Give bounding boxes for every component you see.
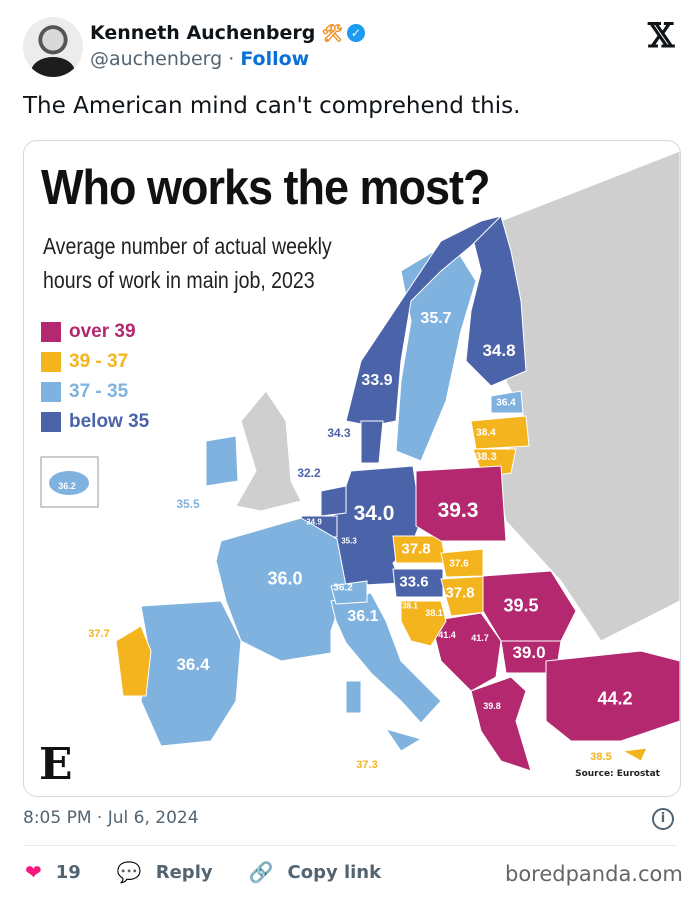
region-netherlands	[320, 485, 347, 517]
region-slovenia-croatia	[400, 600, 447, 647]
divider	[23, 845, 677, 846]
region-italy	[330, 592, 442, 724]
map-value-label: 37.8	[445, 584, 475, 602]
watermark: boredpanda.com	[505, 862, 683, 886]
map-value-label: 36.4	[496, 397, 516, 409]
legend-swatch	[41, 322, 61, 342]
legend-label: 37 - 35	[69, 381, 129, 402]
x-logo-icon[interactable]: 𝕏	[648, 16, 675, 56]
map-value-label: 37.6	[449, 558, 469, 570]
heart-icon: ❤	[25, 860, 42, 884]
legend-swatch	[41, 382, 61, 402]
map-value-label: 36.2	[58, 481, 76, 491]
region-latvia	[470, 415, 530, 450]
map-value-label: 38.3	[475, 451, 497, 463]
copy-link-button[interactable]: 🔗 Copy link	[248, 860, 382, 884]
author-handle: @auchenberg · Follow	[90, 48, 310, 70]
tweet-text: The American mind can't comprehend this.	[23, 93, 521, 119]
map-value-label: 38.5	[590, 751, 612, 763]
map-value-label: 39.0	[512, 643, 546, 662]
region-greece	[470, 676, 532, 772]
reply-button[interactable]: 💬 Reply	[116, 860, 213, 884]
map-value-label: 33.6	[399, 573, 429, 591]
map-value-label: 38.1	[402, 601, 418, 611]
legend-item: 39 - 37	[41, 347, 149, 377]
action-bar: ❤ 19 💬 Reply 🔗 Copy link	[25, 860, 417, 884]
region-france	[215, 517, 347, 662]
infographic-subtitle: Average number of actual weekly hours of…	[43, 233, 332, 293]
region-sicily	[384, 728, 423, 752]
legend: over 39 39 - 37 37 - 35 below 35	[41, 317, 149, 437]
region-balkans	[430, 612, 502, 692]
map-value-label: 36.4	[176, 655, 210, 674]
map-value-label: 39.8	[483, 701, 501, 711]
info-icon[interactable]: i	[652, 808, 674, 830]
region-russia-east	[495, 150, 680, 642]
reply-bubble-icon: 💬	[116, 860, 142, 884]
region-switzerland	[330, 580, 368, 605]
region-cyprus	[621, 747, 648, 762]
verified-badge-icon: ✓	[346, 24, 365, 42]
map-value-label: 41.7	[471, 633, 489, 643]
map-value-label: 36.2	[333, 582, 353, 594]
legend-item: 37 - 35	[41, 377, 149, 407]
legend-item: below 35	[41, 407, 149, 437]
region-austria	[392, 568, 444, 598]
map-value-label: 35.7	[420, 310, 452, 327]
follow-button[interactable]: Follow	[240, 48, 310, 70]
region-poland	[415, 465, 507, 542]
region-portugal	[115, 625, 152, 697]
source-note: Source: Eurostat	[575, 769, 660, 779]
map-value-label: 38.1	[425, 608, 443, 618]
legend-label: over 39	[69, 321, 136, 342]
map-value-label: 37.3	[356, 759, 378, 771]
map-value-label: 44.2	[597, 688, 633, 709]
avatar[interactable]	[23, 17, 83, 77]
map-value-label: 39.3	[437, 499, 479, 522]
region-iceland	[49, 471, 89, 495]
region-norway	[345, 215, 503, 427]
region-sardinia	[345, 680, 362, 714]
europe-map	[40, 150, 680, 772]
author-name[interactable]: Kenneth Auchenberg 🛠 ✓	[90, 22, 365, 44]
link-icon: 🔗	[248, 860, 274, 884]
map-value-label: 41.4	[438, 630, 456, 640]
map-value-label: 35.3	[341, 536, 357, 546]
region-finland	[465, 215, 527, 387]
tweet-image-map[interactable]: Who works the most? Average number of ac…	[23, 140, 681, 797]
timestamp[interactable]: 8:05 PM · Jul 6, 2024	[23, 808, 199, 828]
publisher-logo: E	[39, 739, 73, 790]
tools-emoji: 🛠	[321, 24, 343, 44]
map-value-label: 34.8	[482, 341, 516, 360]
map-value-label: 36.0	[267, 568, 303, 589]
region-denmark	[360, 420, 384, 464]
legend-swatch	[41, 412, 61, 432]
map-value-label: 33.9	[361, 372, 393, 389]
map-value-label: 34.0	[353, 502, 395, 525]
map-value-label: 38.4	[476, 427, 496, 439]
legend-label: below 35	[69, 411, 150, 432]
region-estonia	[490, 390, 524, 414]
like-button[interactable]: ❤ 19	[25, 860, 81, 884]
region-turkey	[545, 650, 680, 742]
map-value-label: 36.1	[347, 608, 379, 625]
region-ireland	[205, 435, 239, 487]
map-value-label: 39.5	[503, 595, 539, 616]
map-value-label: 32.2	[297, 466, 321, 480]
legend-label: 39 - 37	[69, 351, 129, 372]
legend-swatch	[41, 352, 61, 372]
map-value-label: 37.8	[401, 540, 431, 558]
map-value-label: 37.7	[88, 628, 110, 640]
infographic-title: Who works the most?	[41, 159, 491, 216]
legend-item: over 39	[41, 317, 149, 347]
map-value-label: 34.3	[327, 426, 351, 440]
map-value-label: 34.9	[306, 517, 322, 527]
map-value-label: 35.5	[176, 497, 200, 511]
region-uk	[235, 390, 302, 512]
